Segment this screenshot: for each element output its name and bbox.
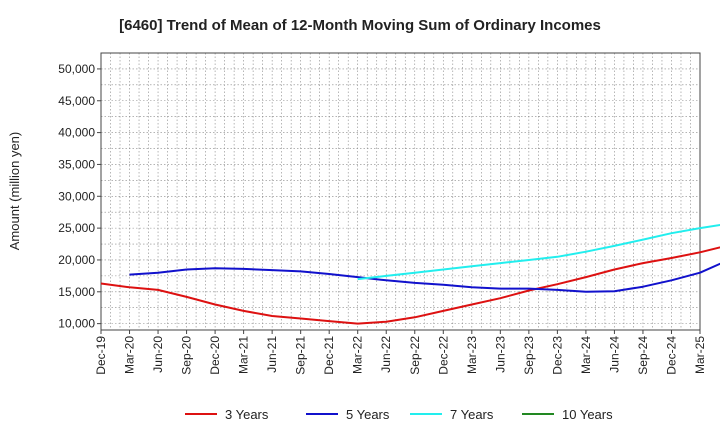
y-tick-label: 25,000 <box>58 221 95 235</box>
x-tick-label: Mar-21 <box>237 336 251 374</box>
series-line-7-years <box>357 224 720 281</box>
x-tick-label: Dec-23 <box>550 336 564 375</box>
chart-title: [6460] Trend of Mean of 12-Month Moving … <box>119 17 601 34</box>
x-tick-label: Jun-20 <box>151 336 165 373</box>
x-tick-label: Sep-22 <box>408 336 422 375</box>
x-tick-label: Dec-24 <box>664 336 678 375</box>
series-line-3-years <box>100 246 720 325</box>
y-tick-label: 20,000 <box>58 253 95 267</box>
y-tick-label: 15,000 <box>58 285 95 299</box>
legend-label: 5 Years <box>346 407 390 422</box>
grid <box>100 52 701 330</box>
y-axis-label: Amount (million yen) <box>7 132 22 251</box>
x-tick-label: Jun-21 <box>265 336 279 373</box>
x-tick-label: Sep-23 <box>522 336 536 375</box>
x-tick-label: Mar-24 <box>579 336 593 374</box>
y-tick-label: 45,000 <box>58 94 95 108</box>
x-tick-label: Mar-23 <box>465 336 479 374</box>
x-tick-label: Jun-24 <box>607 336 621 373</box>
x-tick-label: Sep-21 <box>294 336 308 375</box>
x-tick-label: Dec-19 <box>94 336 108 375</box>
y-tick-label: 30,000 <box>58 189 95 203</box>
y-tick-label: 35,000 <box>58 157 95 171</box>
x-tick-label: Dec-20 <box>208 336 222 375</box>
series-line-5-years <box>129 262 720 293</box>
plot-frame <box>100 52 701 331</box>
legend-label: 3 Years <box>225 407 269 422</box>
legend-label: 7 Years <box>450 407 494 422</box>
x-axis: Dec-19 Mar-20 Jun-20 Sep-20 Dec-20 Mar-21 Jun-… <box>94 330 707 375</box>
x-tick-label: Mar-22 <box>351 336 365 374</box>
x-tick-label: Dec-22 <box>436 336 450 375</box>
x-tick-label: Jun-22 <box>379 336 393 373</box>
legend-label: 10 Years <box>562 407 613 422</box>
x-tick-label: Jun-23 <box>493 336 507 373</box>
series-lines <box>100 224 720 325</box>
y-tick-label: 50,000 <box>58 62 95 76</box>
x-tick-label: Sep-24 <box>636 336 650 375</box>
y-tick-label: 40,000 <box>58 126 95 140</box>
legend: 3 Years 5 Years 7 Years 10 Years <box>185 407 613 422</box>
x-tick-label: Dec-21 <box>322 336 336 375</box>
x-tick-label: Mar-20 <box>123 336 137 374</box>
x-tick-label: Sep-20 <box>180 336 194 375</box>
x-tick-label: Mar-25 <box>693 336 707 374</box>
y-axis: 10,000 15,000 20,000 25,000 30,000 35,000 40,0… <box>58 62 101 331</box>
y-tick-label: 10,000 <box>58 317 95 331</box>
